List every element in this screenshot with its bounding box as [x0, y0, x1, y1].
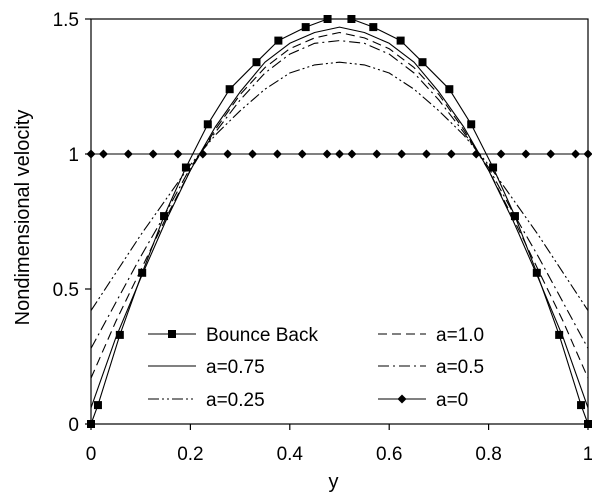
x-tick-label: 0.2: [177, 444, 203, 465]
legend: Bounce Back a=1.0 a=0.75 a=0.5 a=0.25 a=0: [148, 325, 484, 411]
data-point-a-0: [571, 149, 581, 159]
data-point-a-0: [372, 149, 382, 159]
data-point-a-0: [148, 149, 158, 159]
axis-ticks: [85, 18, 589, 430]
x-tick-label: 1: [583, 444, 592, 465]
data-point-a-0: [198, 149, 208, 159]
data-point-a-0: [421, 149, 431, 159]
data-point-bounce-back: [301, 23, 310, 32]
legend-label-a-0: a=0: [436, 390, 468, 411]
data-point-bounce-back: [369, 23, 378, 32]
data-point-a-0: [248, 149, 258, 159]
series-line-a-0-5: [90, 40, 589, 349]
data-point-a-0: [335, 149, 344, 159]
legend-label-a-0-5: a=0.5: [436, 357, 484, 378]
data-point-bounce-back: [555, 330, 564, 339]
data-point-bounce-back: [181, 163, 190, 172]
data-point-a-0: [173, 149, 183, 159]
y-tick-label: 0: [68, 415, 79, 436]
legend-label-a-0-75: a=0.75: [206, 357, 265, 378]
data-point-a-0: [297, 149, 307, 159]
data-point-bounce-back: [577, 401, 586, 410]
series-line-a-1-0: [90, 31, 589, 379]
legend-label-bounce-back: Bounce Back: [206, 325, 318, 346]
data-point-bounce-back: [274, 36, 283, 45]
x-axis-label: y: [329, 471, 339, 492]
data-point-bounce-back: [510, 212, 519, 221]
data-point-a-0: [223, 149, 233, 159]
y-axis-label: Nondimensional velocity: [12, 110, 34, 326]
legend-label-a-1-0: a=1.0: [436, 325, 484, 346]
data-point-bounce-back: [203, 120, 212, 129]
data-point-a-0: [123, 149, 133, 159]
data-point-a-0: [322, 149, 332, 159]
data-point-bounce-back: [418, 58, 427, 67]
data-point-bounce-back: [225, 85, 234, 94]
legend-marker-a-0: [397, 394, 407, 404]
data-point-a-0: [471, 149, 481, 159]
series-line-a-0-25: [90, 61, 589, 311]
plot-frame: [90, 18, 589, 425]
plot-lines: [90, 18, 589, 425]
x-tick-label: 0.4: [277, 444, 304, 465]
data-point-bounce-back: [160, 212, 169, 221]
data-point-bounce-back: [252, 58, 261, 67]
tick-labels: 0 0.2 0.4 0.6 0.8 1 0 0.5 1 1.5: [53, 10, 592, 465]
data-point-a-0: [347, 149, 357, 159]
data-point-a-0: [98, 149, 108, 159]
y-tick-label: 0.5: [53, 280, 79, 301]
data-point-a-0: [446, 149, 456, 159]
x-tick-label: 0.8: [475, 444, 501, 465]
y-tick-label: 1.5: [53, 10, 79, 31]
data-point-bounce-back: [115, 330, 124, 339]
data-point-a-0: [546, 149, 556, 159]
plot-border: [90, 18, 589, 425]
data-point-bounce-back: [445, 85, 454, 94]
data-point-bounce-back: [138, 268, 147, 277]
x-tick-label: 0: [86, 444, 97, 465]
data-point-a-0: [496, 149, 506, 159]
legend-label-a-0-25: a=0.25: [206, 390, 265, 411]
legend-marker-bounce-back: [168, 330, 176, 338]
data-point-bounce-back: [532, 268, 541, 277]
data-point-a-0: [521, 149, 531, 159]
data-point-a-0: [397, 149, 407, 159]
data-point-bounce-back: [396, 36, 405, 45]
y-tick-label: 1: [68, 145, 79, 166]
data-point-a-0: [272, 149, 282, 159]
data-point-bounce-back: [489, 163, 498, 172]
data-point-bounce-back: [467, 120, 476, 129]
series-line-a-0-75: [90, 26, 589, 408]
data-point-bounce-back: [93, 401, 102, 410]
x-tick-label: 0.6: [376, 444, 402, 465]
